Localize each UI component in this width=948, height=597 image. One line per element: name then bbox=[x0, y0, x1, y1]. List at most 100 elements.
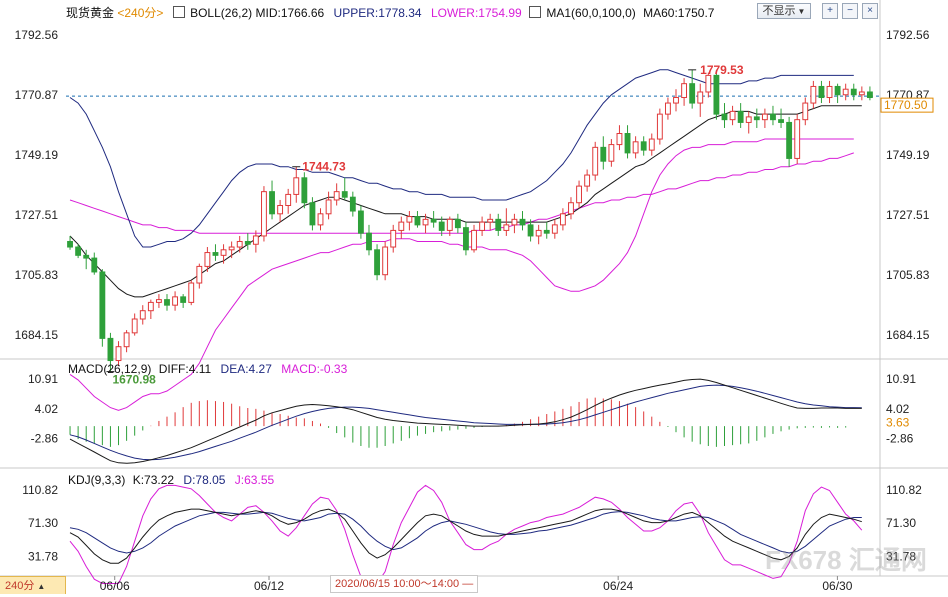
boll-label: BOLL(26,2) bbox=[190, 6, 253, 20]
crosshair-date-text: 2020/06/15 10:00～14:00 bbox=[335, 578, 460, 590]
macd-tick-label-left: 10.91 bbox=[28, 372, 58, 386]
price-tick-label-left: 1749.19 bbox=[15, 148, 59, 162]
price-tick-label-right: 1684.15 bbox=[886, 328, 930, 342]
macd-legend: MACD(26,12,9) DIFF:4.11 DEA:4.27 MACD:-0… bbox=[68, 362, 347, 376]
candle-body bbox=[406, 216, 413, 223]
candle-body bbox=[366, 232, 372, 251]
ma-legend-box-icon[interactable] bbox=[529, 6, 542, 18]
candle-body bbox=[438, 221, 445, 231]
candle-body bbox=[648, 138, 655, 151]
candle-body bbox=[261, 191, 267, 237]
price-tick-label-left: 1792.56 bbox=[15, 28, 59, 42]
macd-panel bbox=[69, 378, 862, 464]
ma60-value: MA60:1750.7 bbox=[643, 6, 715, 20]
candle-body bbox=[584, 174, 591, 187]
low-annotation: 1670.98 bbox=[112, 373, 156, 387]
candle-body bbox=[252, 235, 259, 245]
macd-diff-line bbox=[69, 378, 862, 464]
candle-body bbox=[131, 318, 138, 334]
kdj-name[interactable]: KDJ(9,3,3) bbox=[68, 473, 126, 487]
candle-body bbox=[188, 282, 195, 303]
candle-body bbox=[778, 119, 784, 123]
price-tick-label-left: 1705.83 bbox=[15, 268, 59, 282]
candle-body bbox=[543, 229, 550, 234]
candle-body bbox=[99, 271, 106, 339]
candle-body bbox=[220, 249, 227, 256]
minimize-panel-icon[interactable]: − bbox=[842, 3, 858, 19]
add-indicator-icon[interactable]: + bbox=[822, 3, 838, 19]
hide-button-label: 不显示 bbox=[762, 5, 796, 17]
kdj-k-value: K:73.22 bbox=[132, 473, 175, 487]
hide-indicator-button[interactable]: 不显示 ▼ bbox=[757, 3, 811, 19]
candle-body bbox=[164, 299, 170, 306]
kdj-tick-label-right: 110.82 bbox=[886, 483, 922, 497]
candle-body bbox=[608, 144, 615, 162]
candle-body bbox=[656, 113, 663, 140]
macd-current-tag: 3.63 bbox=[886, 415, 910, 429]
period-label[interactable]: <240分> bbox=[117, 6, 164, 20]
candle-body bbox=[616, 133, 623, 146]
candle-body bbox=[414, 216, 421, 226]
macd-tick-label-left: 4.02 bbox=[35, 402, 59, 416]
candle-body bbox=[568, 202, 574, 215]
candle-body bbox=[551, 224, 558, 234]
macd-tick-label-left: -2.86 bbox=[31, 431, 59, 445]
candle-body bbox=[277, 204, 284, 215]
candle-body bbox=[802, 102, 809, 121]
price-tick-label-left: 1727.51 bbox=[15, 208, 59, 222]
candle-body bbox=[527, 224, 534, 237]
candle-body bbox=[341, 191, 348, 198]
instrument-name: 现货黄金 bbox=[66, 6, 115, 20]
candle-body bbox=[479, 221, 486, 231]
macd-dea-line bbox=[69, 384, 862, 461]
candle-body bbox=[309, 202, 316, 226]
candle-body bbox=[673, 97, 679, 104]
candle-body bbox=[519, 218, 526, 226]
kdj-tick-label-left: 31.78 bbox=[28, 550, 58, 564]
period-tab[interactable]: 240分 ▲ bbox=[0, 576, 66, 594]
candle-body bbox=[576, 185, 582, 204]
macd-tick-label-right: 4.02 bbox=[886, 402, 910, 416]
boll-legend-box-icon[interactable] bbox=[172, 6, 185, 18]
boll-upper-value: UPPER:1778.34 bbox=[333, 6, 422, 20]
candle-body bbox=[236, 240, 243, 248]
price-legend: 现货黄金 <240分> BOLL(26,2) MID:1766.66 UPPER… bbox=[66, 4, 714, 21]
close-panel-icon[interactable]: × bbox=[862, 3, 878, 19]
price-tick-label-left: 1684.15 bbox=[15, 328, 59, 342]
ma-label: MA1(60,0,100,0) bbox=[546, 6, 636, 20]
candle-body bbox=[624, 133, 631, 154]
high-annotation: 1779.53 bbox=[700, 63, 744, 77]
candle-body bbox=[753, 116, 760, 121]
tooltip-dash-icon: — bbox=[462, 578, 474, 590]
candle-body bbox=[180, 296, 187, 303]
price-panel: 1779.53 1670.98 1744.73 bbox=[66, 63, 880, 411]
candle-body bbox=[285, 193, 292, 206]
candle-body bbox=[850, 88, 857, 96]
candle-body bbox=[244, 240, 251, 245]
candle-body bbox=[705, 74, 712, 93]
candle-body bbox=[689, 83, 696, 104]
hide-dropdown-icon: ▼ bbox=[797, 7, 806, 16]
kdj-tick-label-left: 110.82 bbox=[22, 483, 58, 497]
time-tick-label: 06/06 bbox=[100, 579, 130, 593]
price-tick-label-right: 1792.56 bbox=[886, 28, 930, 42]
candle-body bbox=[834, 85, 841, 96]
candle-body bbox=[818, 85, 825, 99]
macd-name[interactable]: MACD(26,12,9) bbox=[68, 362, 152, 376]
kdj-tick-label-right: 71.30 bbox=[886, 516, 916, 530]
candle-body bbox=[147, 301, 154, 312]
candle-body bbox=[398, 221, 405, 231]
candle-body bbox=[430, 218, 437, 223]
kdj-k-line bbox=[69, 508, 862, 564]
candle-body bbox=[107, 337, 114, 362]
boll-lower-value: LOWER:1754.99 bbox=[430, 6, 522, 20]
candle-body bbox=[737, 110, 744, 123]
ma60-line bbox=[69, 152, 854, 234]
candle-body bbox=[454, 218, 461, 229]
candle-body bbox=[786, 121, 793, 159]
macd-hist-value: MACD:-0.33 bbox=[281, 362, 348, 376]
macd-diff-value: DIFF:4.11 bbox=[158, 362, 212, 376]
candle-body bbox=[495, 218, 502, 231]
